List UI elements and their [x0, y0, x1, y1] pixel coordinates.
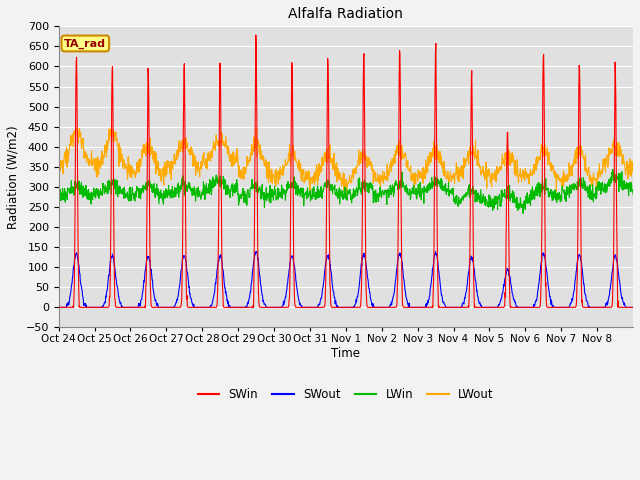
Title: Alfalfa Radiation: Alfalfa Radiation — [289, 7, 403, 21]
X-axis label: Time: Time — [332, 347, 360, 360]
Y-axis label: Radiation (W/m2): Radiation (W/m2) — [7, 125, 20, 228]
Legend: SWin, SWout, LWin, LWout: SWin, SWout, LWin, LWout — [193, 384, 499, 406]
Text: TA_rad: TA_rad — [65, 38, 106, 48]
